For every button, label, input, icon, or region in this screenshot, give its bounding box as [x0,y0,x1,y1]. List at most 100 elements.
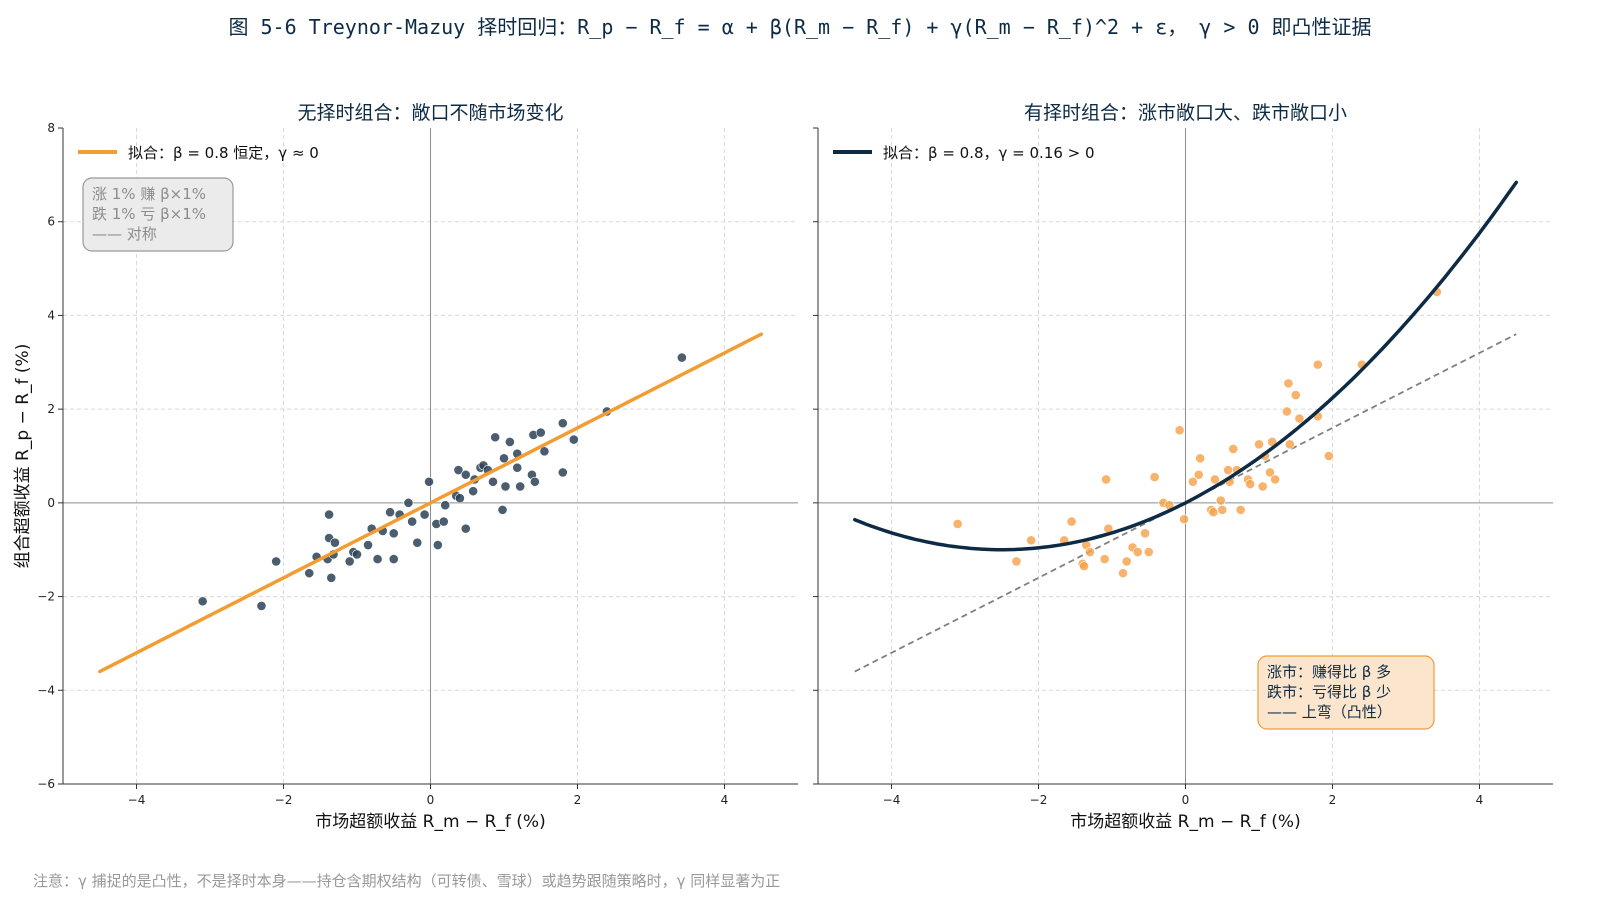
data-point [324,509,334,520]
data-point [1079,561,1089,572]
data-point [468,486,479,497]
annotation-line: 跌市：亏得比 β 少 [1267,683,1391,701]
data-point [1140,528,1150,539]
data-point [424,476,434,487]
x-tick-label: −4 [128,793,146,807]
data-point [1121,556,1132,567]
data-point [460,523,471,534]
data-point [512,462,523,473]
data-point [504,437,515,447]
data-point [515,481,526,492]
data-point [1290,390,1301,400]
data-point [326,572,337,583]
data-point [438,516,449,527]
data-point [676,352,687,363]
annotation-frame [82,177,234,252]
data-point [363,540,373,550]
x-tick-label: 0 [427,793,435,807]
data-point [330,537,340,548]
data-point [352,549,362,560]
legend-label: 拟合：β = 0.8 恒定，γ ≈ 0 [128,144,319,162]
fit-line [98,332,764,674]
x-tick-label: 0 [1182,793,1190,807]
annotation-frame [1257,655,1435,730]
data-point [407,516,418,527]
data-point [568,434,579,445]
chart-title: 无择时组合：敞口不随市场变化 [297,102,563,124]
data-point [1149,472,1160,482]
data-point [1217,504,1228,515]
legend: 拟合：β = 0.8，γ = 0.16 > 0 [833,144,1095,162]
data-point [460,469,471,480]
data-point [271,556,282,567]
chart-title: 有择时组合：涨市敞口大、跌市敞口小 [1024,102,1347,124]
data-point [1254,439,1264,450]
data-point [432,540,443,550]
data-point [952,519,963,529]
data-point [529,476,540,487]
data-point [388,554,399,564]
data-point [499,453,509,464]
data-point [1312,359,1323,370]
data-point [490,432,501,443]
x-tick-label: 2 [1329,793,1337,807]
data-point [1210,474,1220,485]
data-point [256,601,267,611]
x-tick-label: −2 [275,793,293,807]
data-point [500,481,511,492]
x-tick-label: −4 [883,793,901,807]
data-point [535,427,546,438]
annotation-line: 涨市：赚得比 β 多 [1267,663,1391,681]
data-point [419,509,430,520]
data-point [1099,554,1110,564]
data-point [1143,547,1154,557]
data-point [1193,469,1204,480]
data-point [488,476,498,487]
x-tick-label: 2 [574,793,582,807]
data-point [1282,406,1292,417]
y-tick-label: −4 [37,683,55,697]
x-tick-label: 4 [1476,793,1484,807]
legend-label: 拟合：β = 0.8，γ = 0.16 > 0 [883,144,1095,162]
data-point [1294,413,1305,424]
data-point [1174,425,1185,436]
y-tick-label: 4 [47,308,55,322]
data-point [1323,451,1334,461]
data-point [1026,535,1037,546]
data-point [1187,476,1198,487]
x-tick-label: −2 [1030,793,1048,807]
annotation-line: —— 上弯（凸性） [1267,703,1392,721]
data-points [197,352,687,611]
data-point [557,467,568,478]
data-point [453,465,464,475]
data-point [1245,479,1256,490]
y-tick-label: −6 [37,777,55,791]
data-point [1283,378,1294,389]
data-point [1228,444,1239,454]
y-axis-label: 组合超额收益 R_p − R_f (%) [13,344,33,569]
data-point [412,537,423,548]
data-point [1208,507,1219,518]
data-point [1215,495,1226,506]
annotation-line: 跌 1% 亏 β×1% [92,205,206,223]
data-point [372,554,383,564]
annotation-box: 涨市：赚得比 β 多跌市：亏得比 β 少 —— 上弯（凸性） [1257,655,1435,730]
data-point [1101,474,1112,485]
data-point [1118,568,1128,579]
data-point [1011,556,1022,567]
x-axis-label: 市场超额收益 R_m − R_f (%) [315,812,545,832]
annotation-box: 涨 1% 赚 β×1% 跌 1% 亏 β×1% —— 对称 [82,177,234,252]
footnote: 注意：γ 捕捉的是凸性，不是择时本身——持仓含期权结构（可转债、雪球）或趋势跟随… [33,872,780,890]
legend: 拟合：β = 0.8 恒定，γ ≈ 0 [78,144,319,162]
y-tick-label: 2 [47,402,55,416]
x-tick-label: 4 [721,793,729,807]
data-point [1223,465,1234,475]
annotation-line: —— 对称 [92,225,157,243]
data-point [403,497,414,508]
annotation-line: 涨 1% 赚 β×1% [92,185,206,203]
data-point [344,556,355,567]
suptitle: 图 5-6 Treynor-Mazuy 择时回归：R_p − R_f = α +… [228,15,1371,39]
